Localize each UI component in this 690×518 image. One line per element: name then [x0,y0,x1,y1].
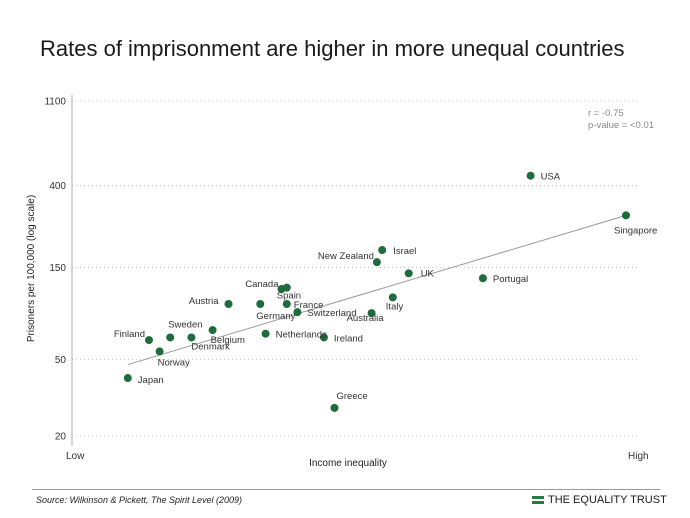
data-point [256,300,265,309]
point-label: Australia [347,313,385,324]
data-point [166,333,175,342]
data-point [261,329,270,338]
trendline [127,214,627,366]
y-axis-title: Prisoners per 100,000 (log scale) [26,195,37,342]
data-point [372,258,381,267]
data-point [155,347,164,356]
point-label: Austria [189,296,219,307]
point-label: Japan [138,375,164,386]
point-label: Greece [337,391,368,402]
stats-annotation: r = -0.75p-value = <0.01 [588,108,654,131]
data-point [224,300,233,309]
y-tick-label: 400 [49,181,66,192]
point-label: Denmark [191,341,230,352]
data-point [293,308,302,317]
point-label: France [294,300,324,311]
data-point [478,274,487,283]
x-tick-label: High [628,451,649,462]
point-label: Spain [277,291,301,302]
point-label: Canada [245,279,279,290]
data-point [404,269,413,278]
axes: 20 50 150 400 1100 Low High Income inequality Pr… [26,95,649,469]
point-label: Norway [158,357,190,368]
data-point [123,374,132,383]
trendline-group [127,214,627,366]
data-point [145,336,153,345]
x-tick-label: Low [66,451,85,462]
y-tick-label: 1100 [44,97,66,108]
point-label: Belgium [211,335,245,346]
point-label: Netherlands [276,330,327,341]
data-point [187,333,196,342]
point-label: UK [421,268,435,279]
point-label: Sweden [168,319,202,330]
footer-divider [32,489,660,490]
brand: THE EQUALITY TRUST [532,494,667,506]
data-point [622,211,630,220]
point-label: Italy [386,301,404,312]
data-point [282,283,291,292]
stats-line: p-value = <0.01 [588,120,654,131]
data-point [208,326,217,335]
y-tick-label: 50 [55,355,67,366]
data-point [388,293,397,302]
data-point [319,333,328,342]
point-label: Israel [393,246,416,257]
point-label: Germany [256,311,295,322]
point-label: Switzerland [307,308,356,319]
equality-trust-logo-icon [532,495,544,505]
data-point [282,300,291,309]
point-label: Singapore [614,225,657,236]
point-label: Ireland [334,333,363,344]
grid [72,100,640,437]
point-label: Portugal [493,274,528,285]
data-point [526,171,535,180]
point-label: Finland [114,329,145,340]
y-tick-label: 20 [55,432,67,443]
point-label: USA [541,172,561,183]
stats-line: r = -0.75 [588,108,624,119]
x-axis-title: Income inequality [309,458,387,469]
data-point [378,246,387,255]
data-point [367,309,376,318]
brand-name: THE EQUALITY TRUST [548,494,667,506]
data-point [330,403,339,412]
data-points [123,171,630,412]
point-label: New Zealand [318,251,374,262]
chart-title: Rates of imprisonment are higher in more… [40,36,625,61]
source-citation: Source: Wilkinson & Pickett, The Spirit … [36,495,243,505]
y-tick-label: 150 [49,263,66,274]
